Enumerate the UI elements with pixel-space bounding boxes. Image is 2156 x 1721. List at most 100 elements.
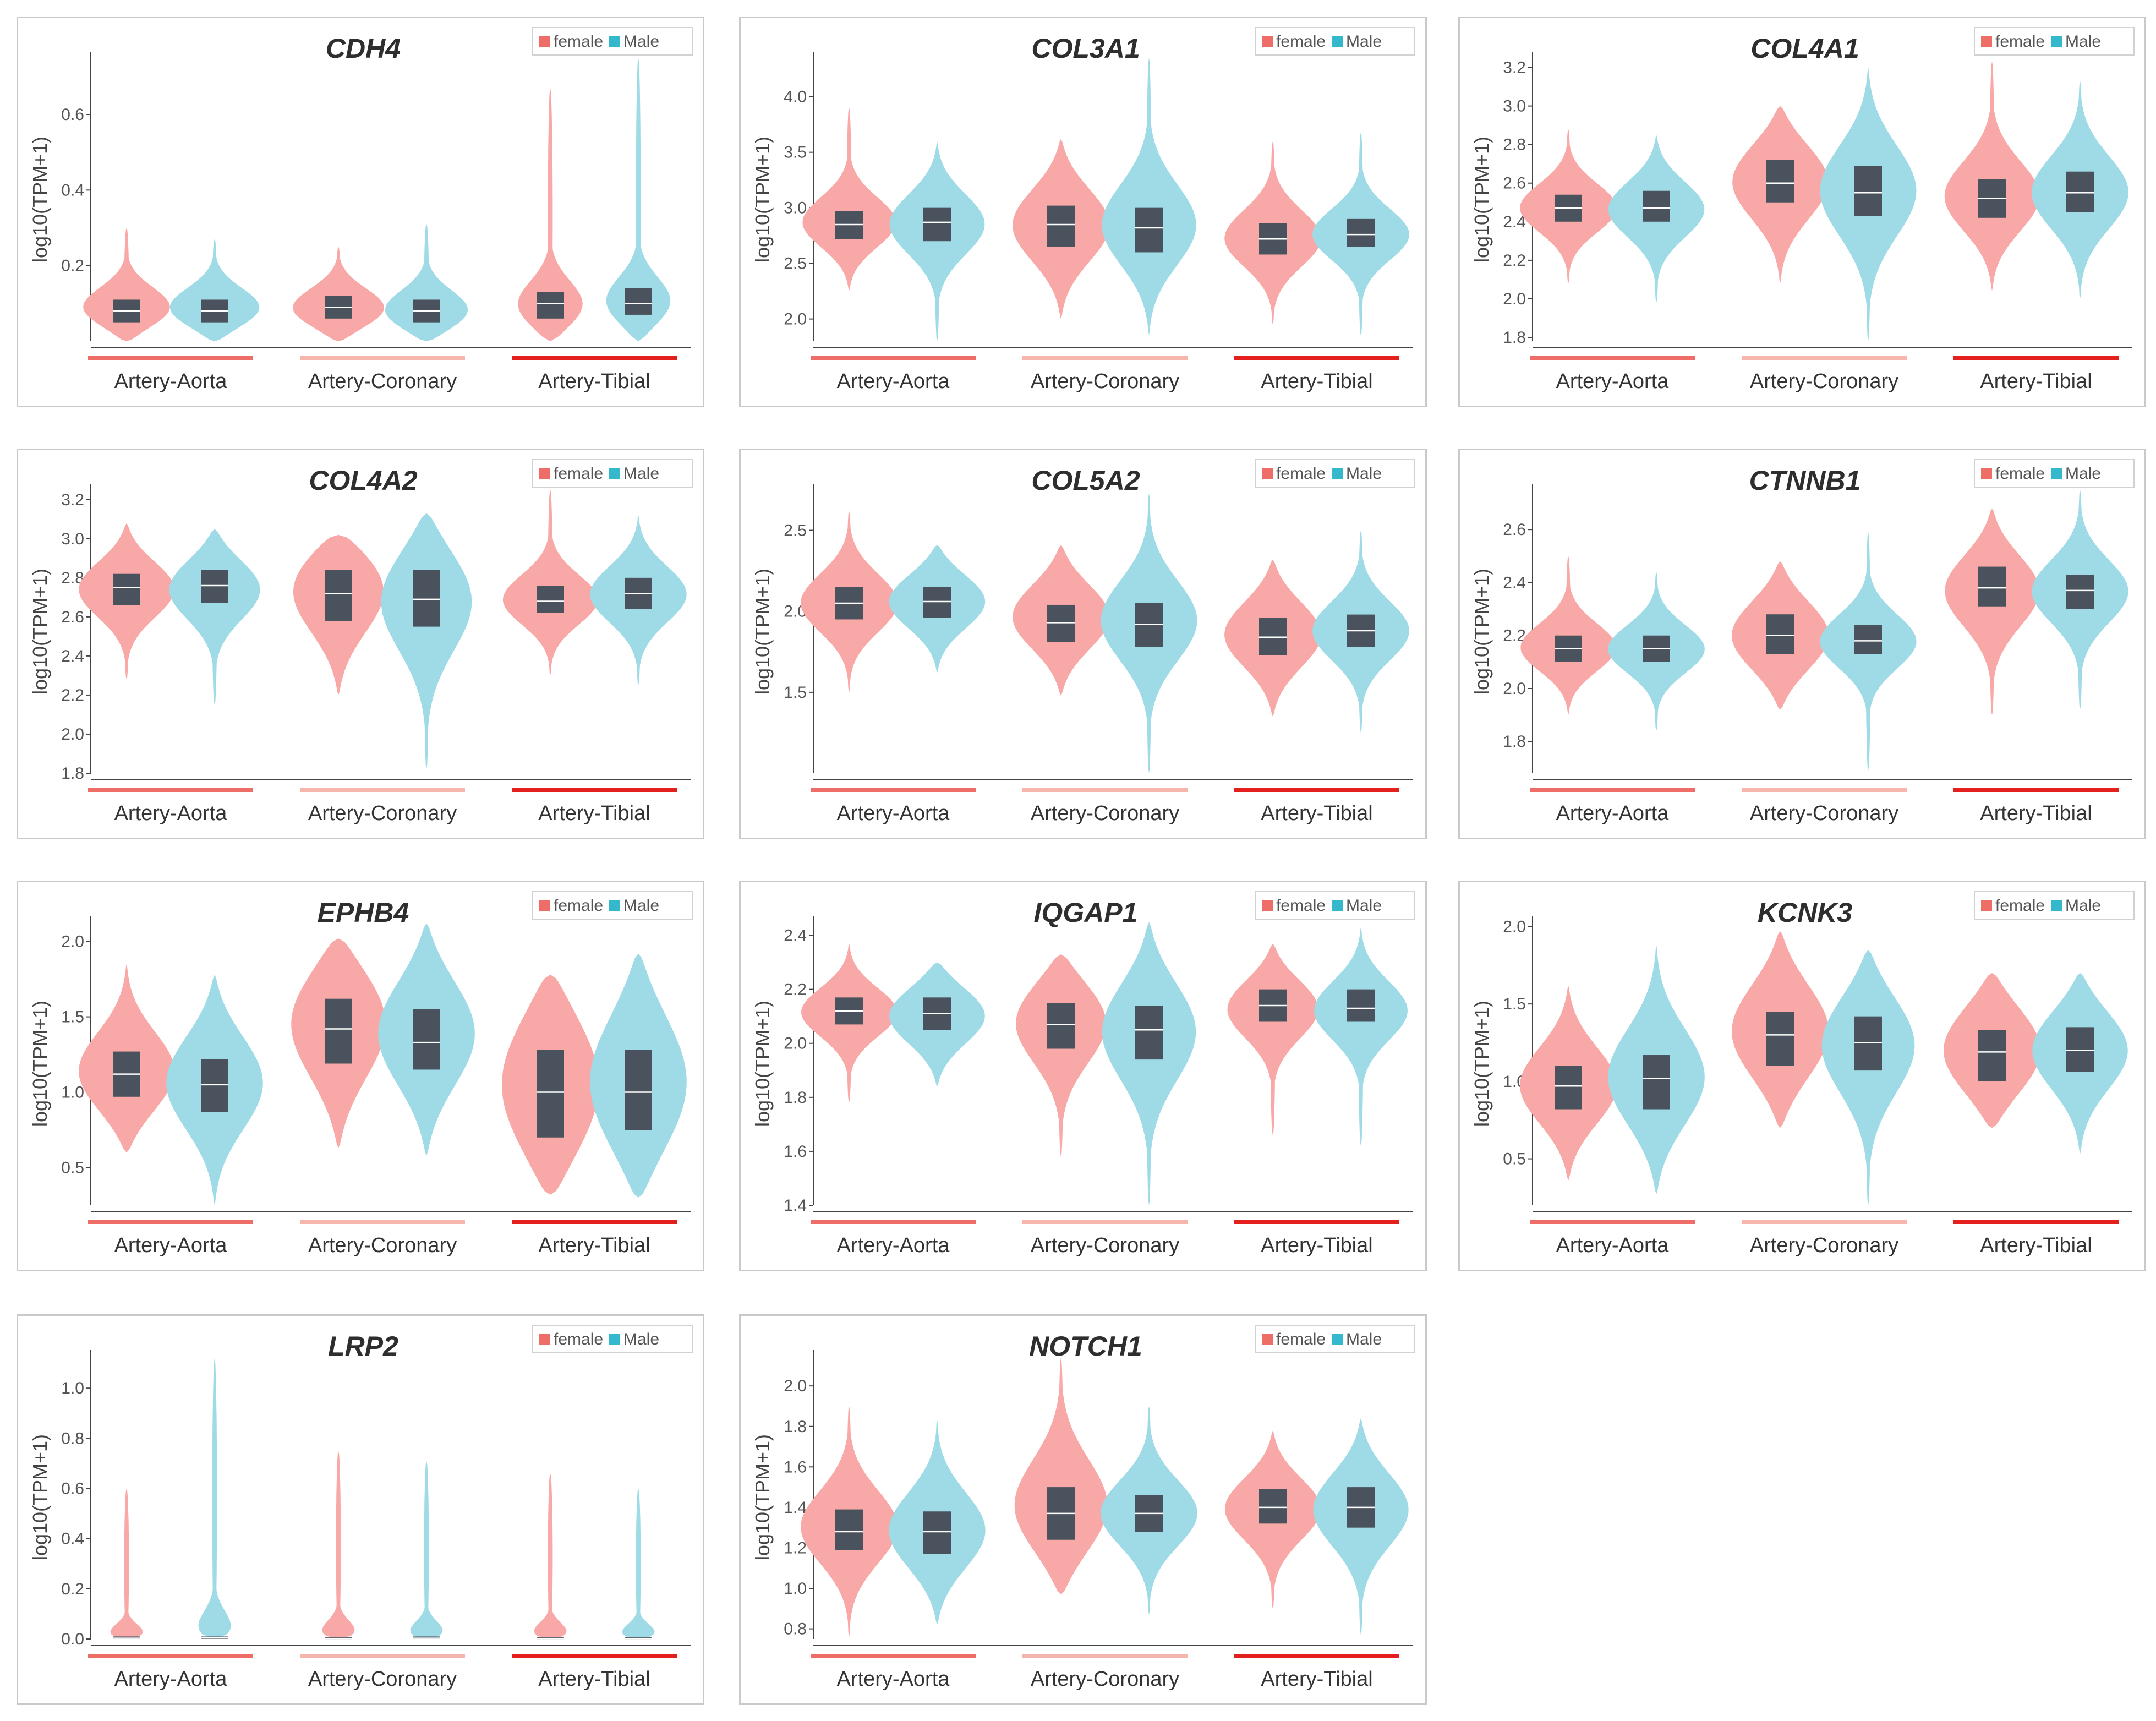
legend-male-label: Male: [1346, 897, 1382, 915]
legend-female-label: female: [554, 1330, 603, 1348]
y-tick-label: 1.4: [784, 1499, 807, 1517]
box-male-aorta: [201, 570, 228, 603]
box-female-coronary: [325, 570, 352, 621]
box-male-tibial: [1347, 989, 1375, 1022]
chart-panel-col4a1: COL4A1 female Male 1.8 2.0 2.2 2.4 2.6 2.8 3.0 3.2…: [1458, 17, 2146, 407]
legend-male-label: Male: [1346, 1330, 1382, 1348]
y-tick-label: 2.5: [784, 255, 807, 273]
y-tick-label: 1.4: [784, 1196, 807, 1215]
y-tick-label: 1.2: [784, 1539, 807, 1557]
chart-panel-col5a2: COL5A2 female Male1.52.02.5log10(TPM+1)Art…: [739, 449, 1427, 839]
underline-aorta: [811, 1220, 976, 1224]
underline-coronary: [300, 1220, 465, 1224]
y-tick-label: 0.5: [1503, 1150, 1526, 1168]
underline-coronary: [1742, 356, 1907, 360]
y-tick-label: 2.2: [61, 686, 84, 704]
violin-male-coronary: [410, 1461, 443, 1639]
x-category-label: Artery-Tibial: [1980, 1234, 2092, 1257]
box-male-aorta: [1643, 1055, 1670, 1110]
chart-panel-col3a1: COL3A1 female Male 2.0 2.5 3.0 3.5 4.0 log10(TPM…: [739, 17, 1427, 407]
violin-female-coronary: [1014, 1357, 1108, 1595]
violin-male-tibial: [1314, 927, 1408, 1146]
legend: female Male: [1255, 1325, 1415, 1353]
underline-coronary: [1022, 1220, 1188, 1224]
legend-male-label: Male: [623, 32, 659, 51]
y-tick-label: 0.4: [61, 181, 84, 199]
y-tick-label: 4.0: [784, 88, 807, 106]
panel-border: [17, 17, 704, 407]
male-swatch: [1332, 36, 1343, 47]
chart-title: COL4A2: [309, 465, 417, 496]
underline-coronary: [1022, 356, 1188, 360]
x-category-label: Artery-Aorta: [837, 1234, 950, 1257]
underline-aorta: [811, 356, 976, 360]
violin-female-aorta: [83, 228, 170, 341]
legend-male-label: Male: [623, 1330, 659, 1348]
x-category-label: Artery-Aorta: [837, 802, 950, 825]
box-female-coronary: [1047, 604, 1075, 642]
violin-male-coronary: [385, 224, 468, 341]
x-category-label: Artery-Tibial: [1261, 1668, 1372, 1691]
y-axis-label: log10(TPM+1): [29, 569, 51, 695]
y-tick-label: 2.4: [61, 647, 84, 665]
box-female-coronary: [1047, 205, 1075, 247]
legend-female-label: female: [1276, 897, 1326, 915]
box-female-tibial: [537, 586, 564, 613]
legend-female-label: female: [554, 897, 603, 915]
y-tick-label: 1.8: [61, 764, 84, 783]
male-swatch: [609, 36, 620, 47]
box-male-aorta: [923, 587, 951, 618]
y-tick-label: 2.8: [1503, 136, 1526, 154]
female-swatch: [1981, 36, 1992, 47]
y-axis-label: log10(TPM+1): [1470, 1001, 1493, 1127]
legend: female Male: [1974, 27, 2135, 56]
x-category-label: Artery-Aorta: [837, 1668, 950, 1691]
box-male-tibial: [625, 288, 652, 315]
box-male-tibial: [1347, 218, 1375, 247]
underline-aorta: [811, 1654, 976, 1658]
x-category-label: Artery-Coronary: [308, 370, 457, 393]
violin-male-coronary: [1102, 922, 1196, 1205]
box-male-aorta: [923, 207, 951, 242]
chart-title: COL5A2: [1031, 465, 1140, 496]
underline-aorta: [1530, 356, 1695, 360]
underline-coronary: [1742, 788, 1907, 792]
legend: female Male: [532, 1325, 693, 1353]
legend-female-label: female: [1276, 1330, 1326, 1348]
y-tick-label: 2.5: [784, 522, 807, 540]
violin-female-coronary: [322, 1451, 355, 1639]
x-category-label: Artery-Aorta: [1556, 1234, 1670, 1257]
box-male-aorta: [923, 1511, 951, 1554]
female-swatch: [539, 36, 550, 47]
underline-aorta: [811, 788, 976, 792]
y-tick-label: 2.0: [61, 725, 84, 744]
y-tick-label: 1.0: [784, 1580, 807, 1598]
y-tick-label: 1.8: [1503, 733, 1526, 751]
y-tick-label: 2.2: [1503, 252, 1526, 270]
x-category-label: Artery-Tibial: [538, 802, 650, 825]
x-category-label: Artery-Coronary: [1031, 370, 1179, 393]
violin-female-coronary: [293, 247, 384, 341]
violin-female-tibial: [503, 490, 598, 676]
legend-male-label: Male: [623, 465, 659, 483]
legend-male-label: Male: [2065, 465, 2101, 483]
chart-panel-kcnk3: KCNK3 female Male0.51.01.52.0log10(TPM+1)A…: [1458, 881, 2146, 1271]
male-swatch: [2051, 468, 2062, 479]
x-category-label: Artery-Coronary: [1750, 1234, 1898, 1257]
y-tick-label: 3.2: [61, 491, 84, 509]
underline-aorta: [1530, 788, 1695, 792]
legend-male-label: Male: [2065, 32, 2101, 51]
violin-male-aorta: [169, 239, 260, 341]
box-female-aorta: [113, 573, 140, 605]
underline-coronary: [300, 1654, 465, 1658]
y-tick-label: 0.2: [61, 1580, 84, 1598]
box-male-coronary: [413, 1009, 440, 1070]
y-tick-label: 0.2: [61, 257, 84, 275]
y-tick-label: 0.5: [61, 1159, 84, 1177]
y-axis-label: log10(TPM+1): [751, 136, 774, 263]
male-swatch: [2051, 36, 2062, 47]
x-category-label: Artery-Coronary: [1750, 802, 1898, 825]
x-category-label: Artery-Aorta: [1556, 802, 1670, 825]
underline-aorta: [88, 356, 253, 360]
y-axis-label: log10(TPM+1): [29, 136, 51, 263]
